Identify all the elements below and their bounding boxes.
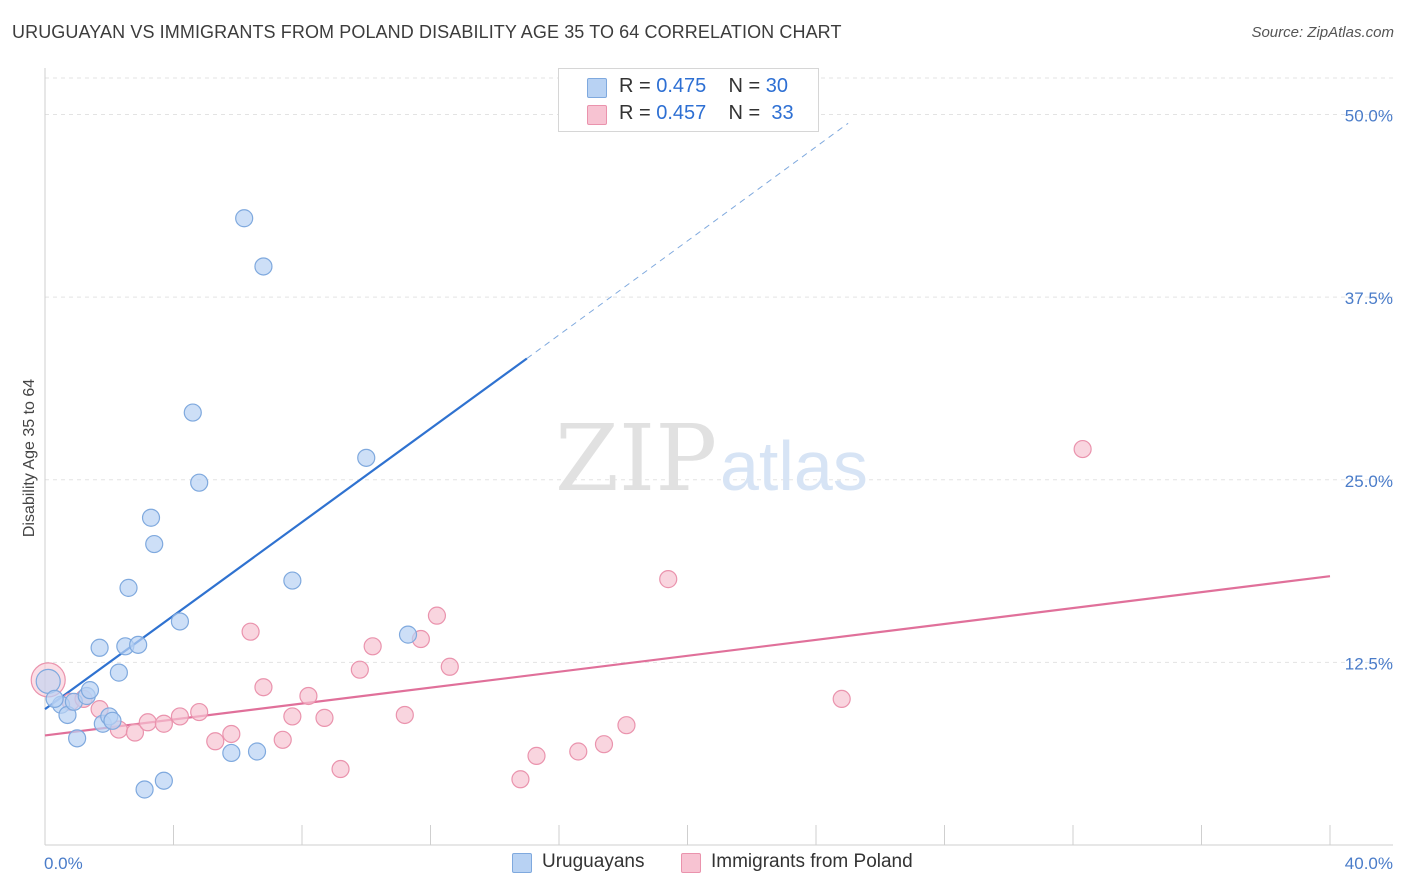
chart-title: URUGUAYAN VS IMMIGRANTS FROM POLAND DISA… — [12, 22, 842, 42]
point-poland — [206, 732, 225, 751]
legend-n-label: N = — [728, 102, 766, 124]
point-poland — [154, 714, 173, 733]
point-poland — [331, 759, 350, 779]
point-poland — [440, 657, 459, 676]
y-tick-label: 37.5% — [1345, 289, 1393, 308]
point-poland — [138, 713, 157, 732]
legend-r-label: R = — [619, 75, 657, 97]
point-uruguayans — [235, 209, 254, 228]
point-poland — [125, 723, 145, 742]
legend-n-value: 30 — [765, 75, 789, 97]
legend-swatch-blue — [587, 78, 607, 98]
correlation-legend: R = 0.475 N = 30 R = 0.457 N = 33 — [558, 68, 819, 132]
watermark-atlas: atlas — [720, 427, 868, 505]
point-uruguayans — [45, 689, 64, 709]
point-poland — [363, 637, 382, 656]
point-uruguayans — [190, 473, 209, 492]
point-uruguayans — [254, 257, 273, 276]
axes — [44, 68, 1393, 846]
point-uruguayans — [154, 771, 173, 790]
point-uruguayans — [129, 635, 148, 654]
point-uruguayans — [283, 571, 302, 590]
point-uruguayans — [90, 638, 109, 657]
bottom-legend-label: Uruguayans — [542, 851, 645, 872]
trend-line-uruguayans-extension — [526, 122, 849, 359]
point-uruguayans — [68, 729, 87, 748]
point-uruguayans — [103, 711, 122, 730]
y-axis-label: Disability Age 35 to 64 — [21, 379, 38, 537]
legend-n-label: N = — [728, 75, 766, 97]
x-tick-min: 0.0% — [44, 854, 83, 873]
trend-line-uruguayans — [44, 357, 528, 711]
point-uruguayans — [222, 743, 241, 763]
watermark-zip: ZIP — [555, 405, 717, 512]
bottom-swatch-pink — [681, 853, 701, 873]
point-poland — [241, 622, 260, 641]
point-poland — [427, 606, 447, 625]
legend-n-value: 33 — [771, 102, 794, 124]
point-poland — [395, 705, 414, 725]
legend-r-value: 0.475 — [656, 75, 707, 97]
point-poland — [350, 660, 369, 679]
point-uruguayans — [183, 403, 202, 422]
legend-r-label: R = — [619, 102, 657, 124]
point-uruguayans — [135, 780, 154, 799]
point-poland — [190, 702, 209, 722]
point-poland — [315, 708, 334, 727]
point-uruguayans — [141, 508, 161, 527]
legend-swatch-pink — [587, 105, 607, 125]
point-uruguayans — [247, 742, 267, 761]
bottom-legend-label: Immigrants from Poland — [711, 851, 913, 872]
point-poland — [511, 770, 530, 789]
point-poland — [832, 689, 851, 709]
point-poland — [569, 742, 588, 761]
trend-line-poland — [44, 575, 1331, 737]
y-tick-label: 12.5% — [1345, 654, 1393, 673]
point-uruguayans — [119, 578, 138, 597]
bottom-swatch-blue — [512, 853, 532, 873]
grid-lines — [45, 77, 1393, 663]
point-poland — [283, 707, 302, 726]
point-uruguayans — [145, 534, 164, 554]
point-poland — [659, 570, 678, 589]
legend-r-value: 0.457 — [656, 102, 707, 124]
point-uruguayans — [398, 625, 418, 644]
point-uruguayans — [109, 663, 128, 682]
point-poland — [594, 735, 614, 754]
point-poland — [273, 730, 292, 749]
point-poland — [1073, 439, 1092, 459]
y-tick-labels: 12.5% 25.0% 37.5% 50.0% — [1345, 107, 1393, 674]
point-uruguayans — [357, 448, 376, 467]
source-credit: Source: ZipAtlas.com — [1251, 24, 1394, 41]
y-tick-label: 25.0% — [1345, 472, 1393, 491]
point-poland — [222, 724, 241, 744]
point-poland — [254, 678, 273, 697]
point-uruguayans — [35, 668, 61, 694]
point-poland — [527, 746, 546, 765]
point-uruguayans — [80, 681, 100, 700]
y-tick-label: 50.0% — [1345, 107, 1393, 126]
x-tick-max: 40.0% — [1345, 854, 1393, 873]
data-points — [30, 209, 1092, 799]
point-poland — [170, 707, 190, 726]
point-poland — [299, 686, 318, 706]
watermark: ZIP atlas — [555, 405, 868, 512]
point-uruguayans — [170, 612, 190, 631]
point-poland — [617, 716, 636, 735]
